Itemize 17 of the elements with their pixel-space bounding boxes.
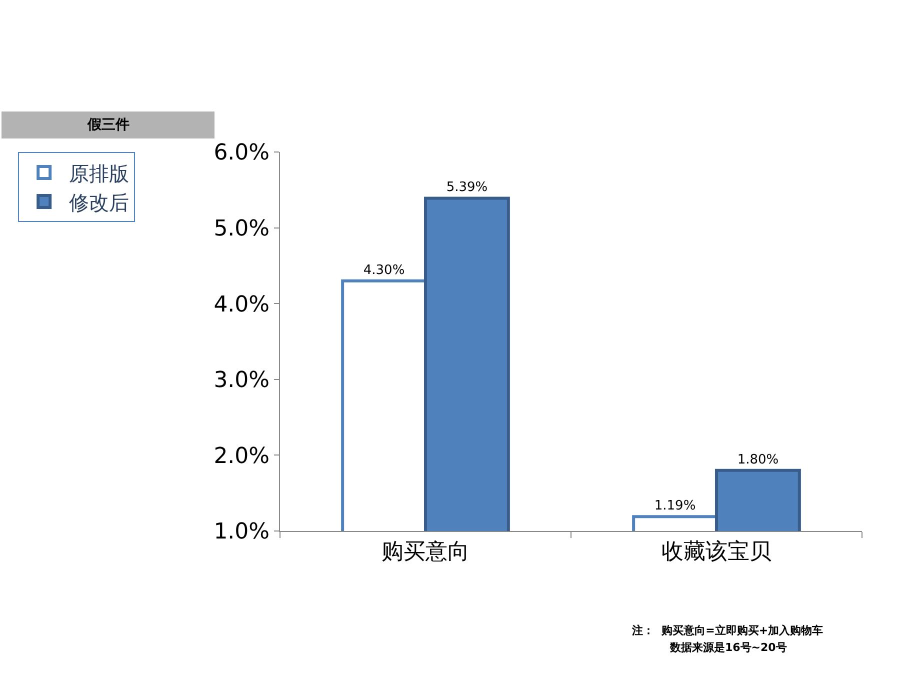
legend-label: 原排版 [69,161,130,186]
text: 假三件 [86,117,130,133]
data-label: 5.39% [446,180,488,196]
data-label: 1.19% [654,498,696,514]
data-label: 4.30% [363,262,405,278]
y-tick-label: 5.0% [214,216,270,242]
y-tick-label: 4.0% [214,292,270,318]
y-tick-label: 6.0% [214,140,270,166]
text: 注： 购买意向=立即购买+加入购物车 [631,624,824,637]
y-tick-label: 2.0% [214,444,270,469]
y-tick-label: 1.0% [214,520,270,545]
x-tick-label: 购买意向 [382,539,470,564]
x-tick-label: 收藏该宝贝 [662,539,772,564]
y-tick-label: 3.0% [214,368,270,394]
text: 数据来源是16号~20号 [669,641,787,654]
data-label: 1.80% [737,452,779,468]
legend-label: 修改后 [69,190,130,214]
